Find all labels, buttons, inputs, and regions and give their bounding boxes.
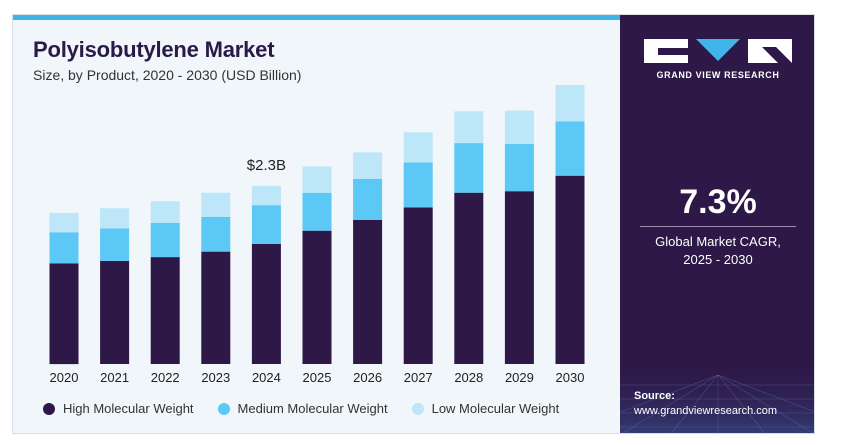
- brand-name: GRAND VIEW RESEARCH: [656, 70, 780, 80]
- data-label-annotation: $2.3B: [247, 157, 286, 174]
- source-label: Source:: [634, 390, 675, 402]
- bar-low-2020: [49, 212, 79, 233]
- grand-view-research-logo: [644, 39, 792, 63]
- chart-card: Polyisobutylene Market Size, by Product,…: [12, 14, 815, 434]
- bar-high-2028: [454, 192, 484, 364]
- bar-medium-2022: [150, 223, 180, 258]
- bar-high-2024: [251, 243, 281, 364]
- bar-low-2024: [251, 185, 281, 206]
- x-tick-label: 2025: [303, 370, 332, 385]
- chart-title: Polyisobutylene Market: [33, 37, 275, 62]
- legend-label-low: Low Molecular Weight: [431, 401, 560, 416]
- bar-low-2022: [150, 201, 180, 223]
- source-note: Source: www.grandviewresearch.com: [634, 389, 777, 419]
- chart-subtitle: Size, by Product, 2020 - 2030 (USD Billi…: [33, 67, 302, 83]
- cagr-label-line1: Global Market CAGR,: [655, 234, 781, 249]
- x-tick-label: 2027: [404, 370, 433, 385]
- x-tick-label: 2030: [556, 370, 585, 385]
- bar-medium-2030: [555, 121, 585, 176]
- source-url: www.grandviewresearch.com: [634, 405, 778, 417]
- bar-high-2026: [353, 219, 383, 364]
- bar-high-2021: [100, 260, 130, 364]
- decorative-grid: [620, 355, 814, 433]
- legend-swatch-low: [411, 402, 424, 415]
- bar-medium-2027: [403, 162, 433, 208]
- bar-medium-2025: [302, 192, 332, 231]
- legend-item-medium: Medium Molecular Weight: [217, 401, 388, 416]
- bar-high-2029: [504, 191, 534, 364]
- cagr-divider: [640, 226, 796, 227]
- bar-medium-2020: [49, 232, 79, 264]
- bar-medium-2026: [353, 178, 383, 220]
- bar-high-2022: [150, 257, 180, 364]
- cagr-value: 7.3%: [679, 183, 757, 221]
- x-tick-label: 2023: [201, 370, 230, 385]
- bar-low-2028: [454, 111, 484, 144]
- legend-item-high: High Molecular Weight: [43, 401, 194, 416]
- x-tick-label: 2029: [505, 370, 534, 385]
- x-tick-label: 2020: [50, 370, 79, 385]
- bar-medium-2028: [454, 143, 484, 193]
- sidebar-panel: GRAND VIEW RESEARCH 7.3% Global Market C…: [620, 15, 814, 433]
- bar-low-2027: [403, 132, 433, 163]
- bar-high-2030: [555, 175, 585, 364]
- bar-low-2030: [555, 85, 585, 122]
- accent-bar: [13, 15, 621, 20]
- x-tick-label: 2024: [252, 370, 281, 385]
- x-tick-label: 2028: [454, 370, 483, 385]
- bar-low-2026: [353, 152, 383, 179]
- bar-chart: 2020 2021 2022 2023 2024 $2.3B 2025 2026 2027 202…: [49, 85, 585, 385]
- bar-high-2025: [302, 230, 332, 364]
- bar-low-2023: [201, 192, 231, 217]
- bar-low-2025: [302, 166, 332, 193]
- legend-swatch-medium: [217, 402, 230, 415]
- x-tick-label: 2026: [353, 370, 382, 385]
- legend-label-medium: Medium Molecular Weight: [237, 401, 388, 416]
- chart-legend: High Molecular Weight Medium Molecular W…: [43, 401, 583, 416]
- cagr-label: Global Market CAGR, 2025 - 2030: [620, 233, 814, 269]
- bar-low-2029: [504, 110, 534, 144]
- legend-item-low: Low Molecular Weight: [411, 401, 560, 416]
- cagr-label-line2: 2025 - 2030: [683, 252, 753, 267]
- legend-swatch-high: [43, 402, 55, 415]
- bar-medium-2021: [100, 228, 130, 261]
- legend-label-high: High Molecular Weight: [63, 401, 194, 416]
- bar-medium-2024: [251, 205, 281, 244]
- bar-medium-2029: [504, 143, 534, 192]
- x-tick-label: 2021: [100, 370, 129, 385]
- bar-medium-2023: [201, 216, 231, 252]
- bar-low-2021: [100, 208, 130, 229]
- bar-high-2020: [49, 263, 79, 365]
- bar-high-2027: [403, 207, 433, 364]
- x-tick-label: 2022: [151, 370, 180, 385]
- bar-high-2023: [201, 251, 231, 364]
